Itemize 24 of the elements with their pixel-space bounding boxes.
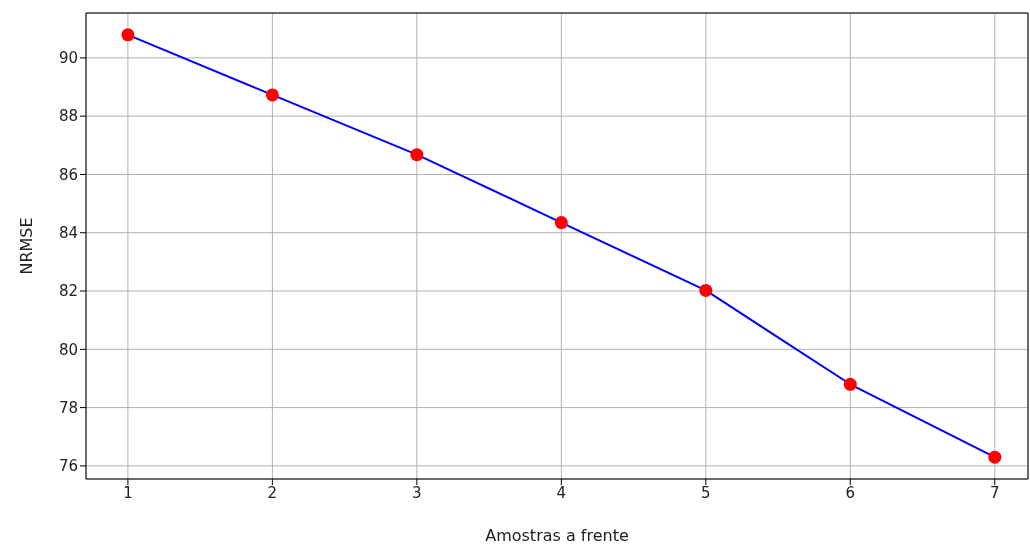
x-tick-label: 7 [990, 483, 1000, 502]
point [988, 450, 1002, 464]
point [121, 28, 135, 42]
y-tick-label: 78 [58, 398, 78, 417]
point [265, 88, 279, 102]
y-tick-label: 90 [58, 49, 78, 68]
x-tick-label: 2 [267, 483, 278, 502]
point [843, 377, 857, 391]
x-tick-label: 5 [701, 483, 711, 502]
x-tick-label: 6 [845, 483, 856, 502]
point [699, 283, 713, 297]
y-tick-label: 84 [58, 224, 78, 243]
y-tick-label: 88 [58, 107, 78, 126]
point [554, 216, 568, 230]
y-tick-label: 76 [58, 457, 78, 476]
point [410, 148, 424, 162]
x-tick-label: 1 [123, 483, 133, 502]
x-tick-label: 3 [412, 483, 422, 502]
x-axis-title: Amostras a frente [485, 526, 629, 545]
y-tick-label: 82 [58, 282, 78, 301]
y-axis-title: NRMSE [16, 217, 36, 275]
x-tick-label: 4 [556, 483, 567, 502]
y-tick-label: 86 [58, 165, 78, 184]
y-tick-label: 80 [58, 340, 78, 359]
